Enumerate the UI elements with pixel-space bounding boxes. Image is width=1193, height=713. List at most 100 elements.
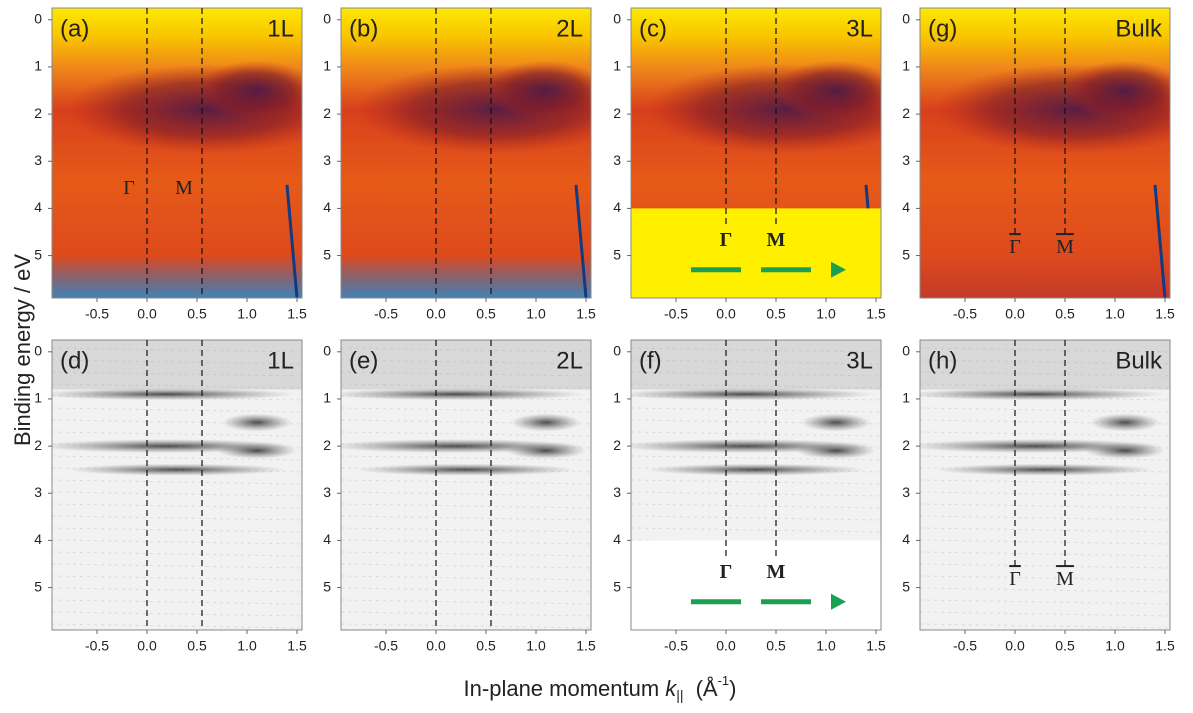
y-tick-label: 1 xyxy=(34,390,42,406)
band xyxy=(217,442,297,459)
y-tick-label: 3 xyxy=(902,484,910,500)
x-tick-label: -0.5 xyxy=(374,306,398,322)
panel: 0 1 2 3 4 5 -0.5 0.0 0.5 1.0 1.5 (e) 2L xyxy=(323,339,596,654)
y-tick-label: 2 xyxy=(613,437,621,453)
y-tick-label: 1 xyxy=(902,58,910,74)
y-tick-label: 2 xyxy=(34,105,42,121)
y-tick-label: 5 xyxy=(323,578,331,594)
marker-label: Γ xyxy=(123,177,135,199)
x-tick-label: 1.0 xyxy=(1105,306,1125,322)
panel-label: (d) xyxy=(60,347,89,374)
x-label-symbol: k xyxy=(665,676,677,701)
x-tick-label: 0.5 xyxy=(187,306,207,322)
x-tick-label: 0.5 xyxy=(476,638,496,654)
panel-frame xyxy=(919,7,1171,299)
panel-label: (e) xyxy=(349,347,378,374)
x-tick-label: 0.0 xyxy=(1005,306,1025,322)
y-tick-label: 3 xyxy=(323,152,331,168)
y-tick-label: 2 xyxy=(902,105,910,121)
band xyxy=(197,60,302,121)
x-tick-label: 1.5 xyxy=(287,306,307,322)
edge xyxy=(1153,184,1167,298)
x-tick-label: 0.0 xyxy=(137,638,157,654)
band xyxy=(67,463,287,476)
panel: 0 1 2 3 4 5 -0.5 0.0 0.5 1.0 1.5 Γ M (g) Bulk xyxy=(902,7,1175,322)
marker-label: Γ xyxy=(720,561,733,583)
marker-label: M xyxy=(1056,568,1074,590)
y-tick-label: 1 xyxy=(902,390,910,406)
x-tick-label: -0.5 xyxy=(85,638,109,654)
layer-label: 3L xyxy=(846,347,873,374)
x-tick-label: 1.0 xyxy=(816,638,836,654)
x-tick-label: 1.5 xyxy=(866,638,886,654)
marker-label: M xyxy=(767,561,786,583)
x-tick-label: 0.0 xyxy=(1005,638,1025,654)
y-tick-label: 1 xyxy=(613,390,621,406)
layer-label: Bulk xyxy=(1115,347,1163,374)
band xyxy=(1090,413,1160,432)
y-tick-label: 3 xyxy=(323,484,331,500)
x-tick-label: 1.0 xyxy=(237,306,257,322)
x-tick-label: -0.5 xyxy=(664,638,688,654)
band xyxy=(222,413,292,432)
y-tick-label: 4 xyxy=(613,531,621,547)
heatmap-image xyxy=(920,8,1170,298)
y-tick-label: 5 xyxy=(34,578,42,594)
y-tick-label: 5 xyxy=(34,246,42,262)
gray-top xyxy=(631,340,881,390)
panel-label: (h) xyxy=(928,347,957,374)
y-tick-label: 3 xyxy=(613,152,621,168)
x-label-unit: (Å xyxy=(696,676,718,701)
x-tick-label: 1.5 xyxy=(1155,306,1175,322)
arrow-head xyxy=(831,593,846,610)
y-tick-label: 0 xyxy=(34,10,42,26)
panel: 0 1 2 3 4 5 -0.5 0.0 0.5 1.0 1.5 Γ M (c) 3L xyxy=(613,7,886,322)
x-tick-label: -0.5 xyxy=(664,306,688,322)
y-tick-label: 0 xyxy=(613,342,621,358)
heatmap-image xyxy=(52,340,302,630)
marker-label: Γ xyxy=(1009,236,1021,258)
panel: 0 1 2 3 4 5 -0.5 0.0 0.5 1.0 1.5 (b) 2L xyxy=(323,7,596,322)
x-label-subscript: || xyxy=(676,687,683,703)
y-tick-label: 0 xyxy=(323,10,331,26)
y-tick-label: 1 xyxy=(323,390,331,406)
band xyxy=(801,413,871,432)
x-tick-label: 1.0 xyxy=(526,306,546,322)
marker-label: M xyxy=(175,177,193,199)
heatmap-image xyxy=(631,340,881,541)
x-tick-label: 1.5 xyxy=(576,638,596,654)
y-tick-label: 5 xyxy=(323,246,331,262)
band xyxy=(506,442,586,459)
y-tick-label: 5 xyxy=(613,246,621,262)
band xyxy=(356,463,576,476)
y-tick-label: 4 xyxy=(902,531,910,547)
x-tick-label: 0.0 xyxy=(716,306,736,322)
x-tick-label: 1.5 xyxy=(287,638,307,654)
y-tick-label: 2 xyxy=(902,437,910,453)
y-axis-label: Binding energy / eV xyxy=(10,254,35,446)
band xyxy=(646,463,866,476)
layer-label: 1L xyxy=(267,15,294,42)
y-tick-label: 3 xyxy=(34,152,42,168)
layer-label: Bulk xyxy=(1115,15,1163,42)
y-tick-label: 4 xyxy=(613,199,621,215)
x-tick-label: 0.5 xyxy=(1055,638,1075,654)
y-tick-label: 4 xyxy=(34,199,42,215)
x-tick-label: -0.5 xyxy=(85,306,109,322)
layer-label: 2L xyxy=(556,347,583,374)
heatmap-image xyxy=(341,8,591,298)
panel-frame xyxy=(51,7,303,299)
x-tick-label: 1.0 xyxy=(237,638,257,654)
layer-label: 3L xyxy=(846,15,873,42)
band xyxy=(1065,60,1170,121)
y-tick-label: 1 xyxy=(613,58,621,74)
band xyxy=(341,388,586,401)
x-tick-label: 0.0 xyxy=(426,306,446,322)
x-tick-label: 0.0 xyxy=(426,638,446,654)
arrow-head xyxy=(831,261,846,278)
y-tick-label: 4 xyxy=(902,199,910,215)
marker-label: M xyxy=(767,229,786,251)
y-tick-label: 2 xyxy=(613,105,621,121)
x-tick-label: 0.5 xyxy=(476,306,496,322)
x-tick-label: 0.5 xyxy=(766,638,786,654)
